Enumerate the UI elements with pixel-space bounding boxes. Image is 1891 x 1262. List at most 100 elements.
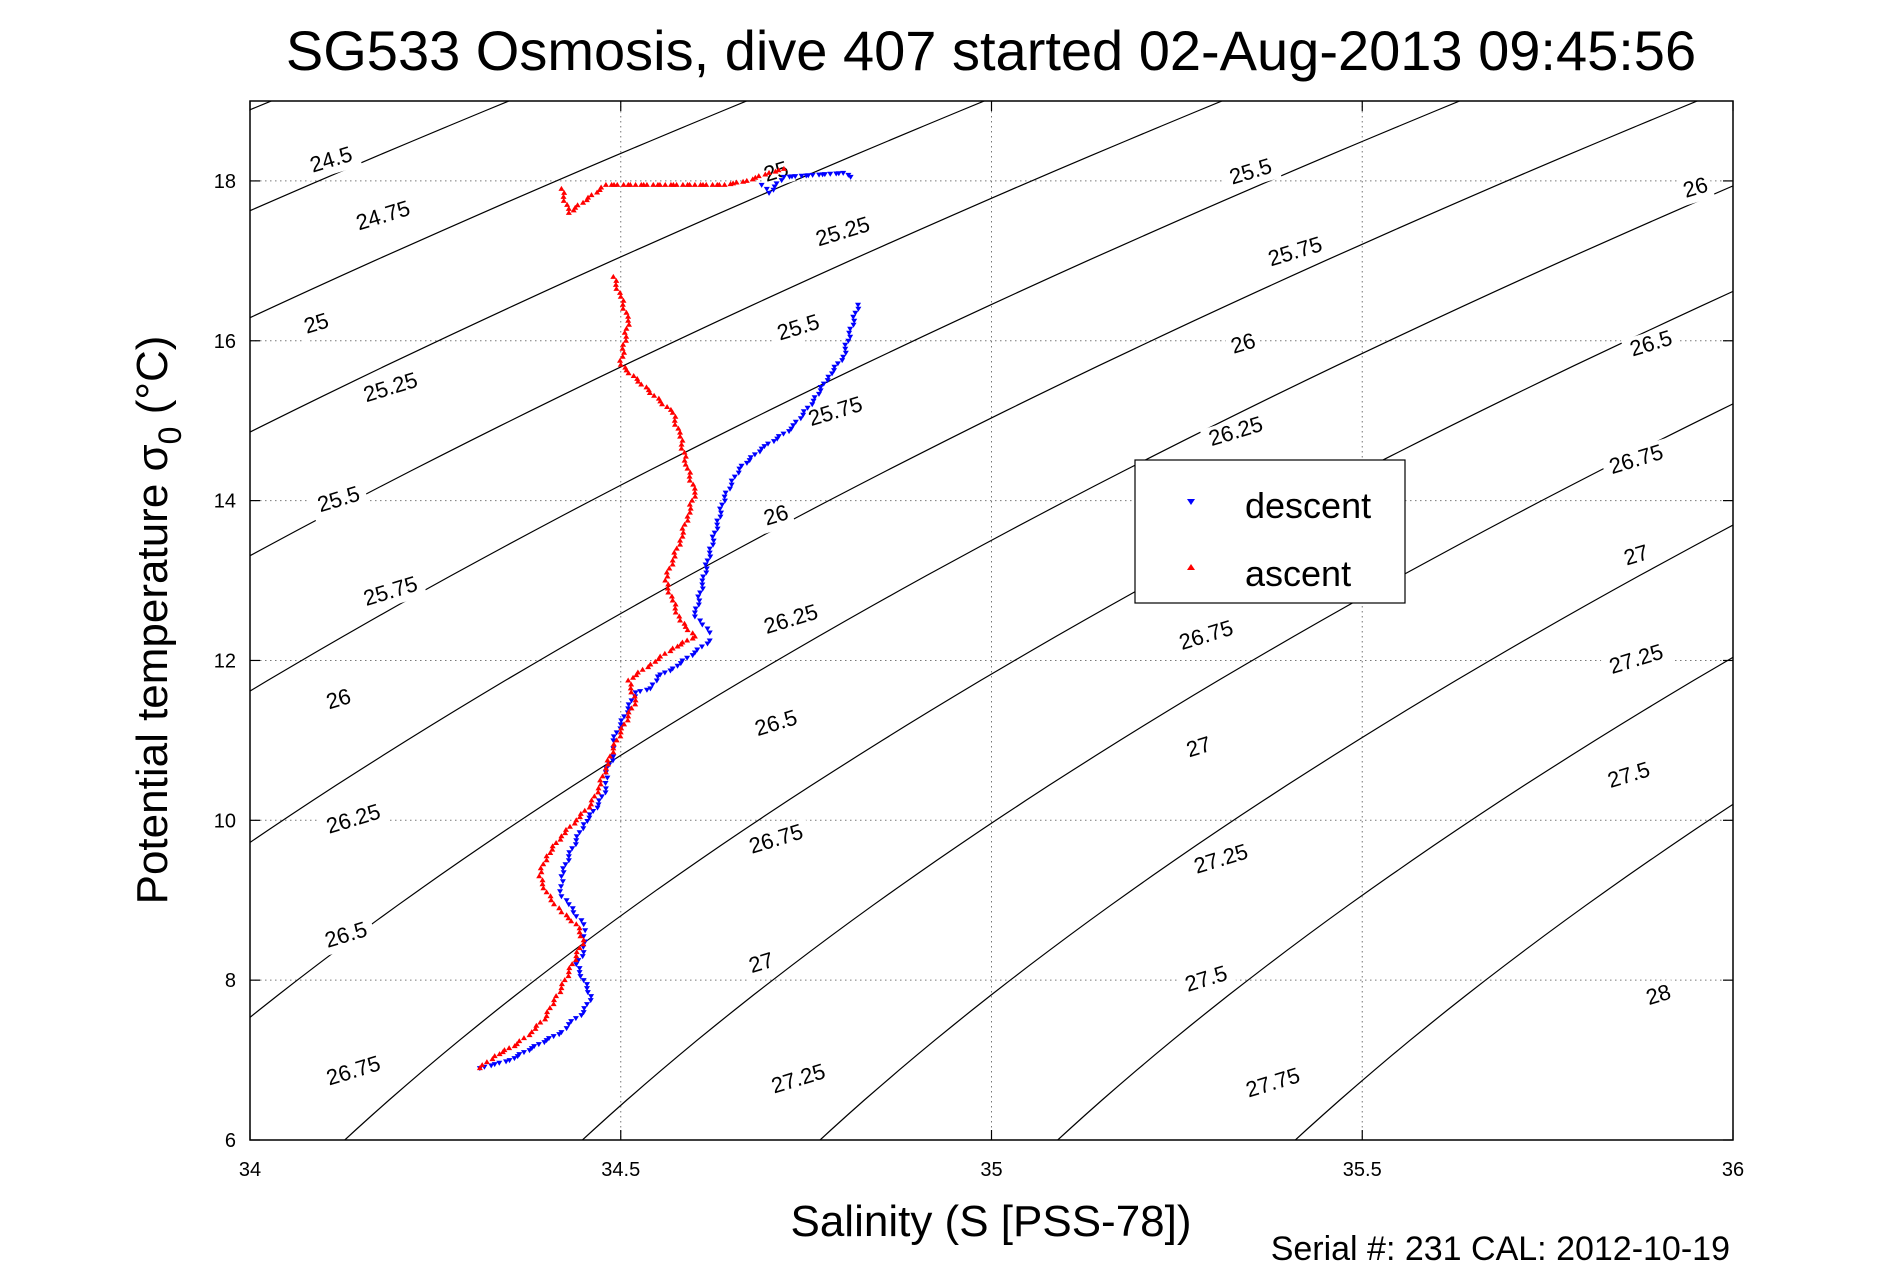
contour-label-background (319, 683, 359, 718)
descent-point (661, 670, 668, 676)
chart-title: SG533 Osmosis, dive 407 started 02-Aug-2… (286, 19, 1696, 82)
descent-point (699, 586, 706, 592)
density-contour-line (1056, 656, 1733, 1140)
descent-point (800, 412, 807, 418)
ascent-point (669, 645, 676, 651)
descent-point (588, 994, 595, 1000)
ascent-point (678, 445, 685, 451)
ascent-point (533, 1022, 540, 1028)
ascent-point (542, 1016, 549, 1022)
contour-label: 25.5 (774, 309, 822, 345)
descent-point (618, 718, 625, 724)
ascent-point (733, 179, 740, 185)
descent-point (697, 590, 704, 596)
descent-point (809, 172, 816, 178)
contour-label-background (297, 307, 336, 342)
descent-point (774, 436, 781, 442)
contour-label-background (354, 366, 428, 412)
ascent-point (565, 205, 572, 211)
ascent-point (588, 797, 595, 803)
ascent-point (664, 573, 671, 579)
descent-point (584, 986, 591, 992)
ascent-point (634, 375, 641, 381)
descent-point (780, 431, 787, 437)
ascent-point (543, 857, 550, 863)
ascent-point (686, 473, 693, 479)
ascent-point (618, 725, 625, 731)
density-contours (250, 101, 1733, 1140)
contour-label-background (1236, 1061, 1310, 1107)
contour-label-background (806, 210, 880, 256)
ascent-point (766, 169, 773, 175)
descent-point (689, 653, 696, 659)
descent-point (811, 395, 818, 401)
ascent-point (650, 181, 657, 187)
ascent-point (599, 773, 606, 779)
descent-point (695, 602, 702, 608)
descent-point (706, 546, 713, 552)
descent-point (834, 361, 841, 367)
ascent-point (557, 836, 564, 842)
ascent-point (616, 289, 623, 295)
legend: descent ascent (1134, 459, 1406, 604)
ascent-point (682, 623, 689, 629)
descent-point (584, 990, 591, 996)
ascent-point (677, 433, 684, 439)
descent-point (565, 858, 572, 864)
x-tick-label: 36 (1722, 1159, 1744, 1181)
descent-point (792, 174, 799, 180)
contour-label-background (742, 947, 781, 982)
ascent-point (690, 481, 697, 487)
contour-label-background (1600, 638, 1673, 683)
descent-point (572, 1016, 579, 1022)
ascent-point (621, 349, 628, 355)
ascent-point (613, 285, 620, 291)
descent-point (810, 398, 817, 404)
descent-point (696, 598, 703, 604)
ascent-point (489, 1056, 496, 1062)
descent-point (718, 510, 725, 516)
ascent-point (602, 769, 609, 775)
descent-point (743, 460, 750, 466)
descent-point (704, 626, 711, 632)
ascent-point (645, 664, 652, 670)
ascent-point (516, 1038, 523, 1044)
descent-point (694, 647, 701, 653)
descent-point (692, 606, 699, 612)
ascent-point (623, 367, 630, 373)
descent-point (558, 884, 565, 890)
descent-point (855, 306, 862, 312)
ascent-point (666, 565, 673, 571)
ascent-point (610, 741, 617, 747)
descent-point (577, 974, 584, 980)
ascent-point (602, 181, 609, 187)
ascent-point (679, 437, 686, 443)
density-contour-line (250, 101, 511, 212)
ascent-point (627, 685, 634, 691)
ascent-point (623, 309, 630, 315)
descent-point (580, 922, 587, 928)
ascent-point (762, 171, 769, 177)
descent-point (576, 830, 583, 836)
ascent-point (671, 421, 678, 427)
ascent-point (544, 1009, 551, 1015)
ascent-point (632, 697, 639, 703)
ascent-point (628, 705, 635, 711)
ascent-point (643, 181, 650, 187)
ascent-point (624, 717, 631, 723)
ascent-point (580, 937, 587, 943)
ascent-point (551, 997, 558, 1003)
ascent-point (665, 589, 672, 595)
contour-label-background (308, 479, 370, 522)
descent-point (709, 534, 716, 540)
descent-point (503, 1059, 510, 1065)
descent-point (520, 1050, 527, 1056)
descent-point (679, 658, 686, 664)
descent-point (691, 650, 698, 656)
descent-point (565, 854, 572, 860)
descent-point (559, 879, 566, 885)
contour-label-background (1175, 959, 1238, 1001)
ascent-point (684, 627, 691, 633)
ascent-point (491, 1053, 498, 1059)
ascent-point (682, 453, 689, 459)
